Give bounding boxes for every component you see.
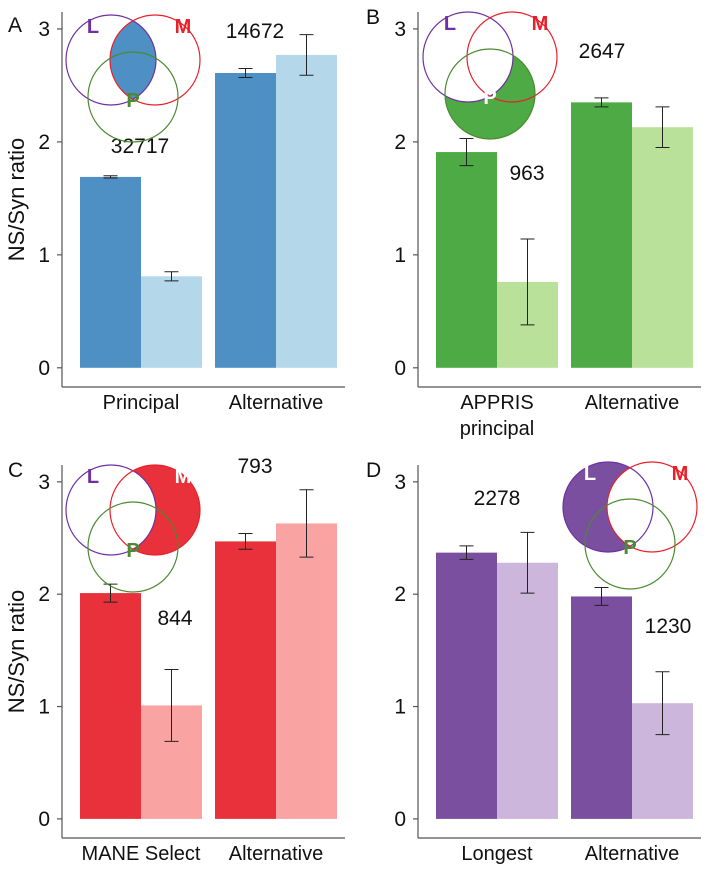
y-tick-label: 3: [38, 471, 50, 494]
x-tick-label: Alternative: [584, 843, 680, 865]
bar: [276, 523, 337, 819]
y-tick-label: 1: [38, 696, 50, 719]
count-label: 793: [237, 455, 272, 478]
error-bar: [299, 489, 314, 558]
venn-circle: [422, 11, 514, 103]
bar: [276, 54, 337, 368]
venn-circle: [87, 51, 179, 143]
count-label: 1230: [645, 615, 692, 638]
error-bar: [103, 583, 118, 603]
x-tick-label: Alternative: [228, 843, 324, 865]
x-tick-label: MANE Select: [81, 843, 201, 865]
venn-circle: [65, 14, 157, 106]
bar: [632, 127, 693, 368]
error-bar: [238, 67, 253, 79]
y-tick-label: 1: [38, 244, 50, 267]
venn-circle: [87, 501, 179, 593]
x-tick-label: Longest: [461, 843, 533, 865]
venn-label: L: [584, 463, 596, 485]
error-bar: [103, 175, 118, 179]
count-label: 2278: [474, 487, 521, 510]
panel-label: C: [8, 459, 23, 482]
venn-circle: [444, 48, 536, 140]
count-label: 844: [157, 607, 192, 630]
error-bar: [238, 533, 253, 550]
venn-highlight: [110, 465, 200, 555]
panel-label: A: [8, 14, 22, 37]
venn-circle: [584, 498, 676, 590]
bar: [497, 562, 558, 819]
venn-circle: [466, 11, 558, 103]
venn-circle: [606, 461, 698, 553]
error-bar: [594, 586, 609, 606]
y-tick-label: 1: [394, 244, 406, 267]
count-label: 32717: [111, 135, 169, 158]
y-tick-label: 3: [394, 471, 406, 494]
count-label: 2647: [579, 40, 626, 63]
bar: [571, 102, 632, 368]
venn-label: M: [532, 13, 549, 35]
panel-label: B: [366, 6, 380, 29]
y-tick-label: 0: [394, 357, 406, 380]
venn-circle: [562, 461, 654, 553]
error-bar: [459, 545, 474, 560]
y-tick-label: 3: [38, 18, 50, 41]
venn-label: L: [87, 466, 99, 488]
error-bar: [164, 271, 179, 282]
venn-label: L: [444, 13, 456, 35]
error-bar: [655, 671, 670, 736]
y-axis-label: NS/Syn ratio: [4, 590, 29, 714]
venn-label: M: [672, 463, 689, 485]
bar: [80, 593, 141, 819]
venn-highlight: [110, 15, 156, 105]
error-bar: [655, 106, 670, 149]
error-bar: [164, 668, 179, 742]
error-bar: [299, 34, 314, 76]
y-tick-label: 0: [394, 808, 406, 831]
y-tick-label: 0: [38, 808, 50, 831]
venn-label: P: [126, 540, 139, 562]
y-tick-label: 2: [394, 131, 406, 154]
venn-label: M: [175, 466, 192, 488]
x-tick-label: Principal: [102, 392, 180, 414]
y-axis-label: NS/Syn ratio: [4, 138, 29, 262]
bar: [141, 276, 202, 368]
y-tick-label: 0: [38, 357, 50, 380]
venn-label: P: [483, 87, 496, 109]
panel-label: D: [366, 459, 381, 482]
venn-label: P: [126, 90, 139, 112]
y-tick-label: 1: [394, 696, 406, 719]
error-bar: [459, 138, 474, 167]
error-bar: [520, 238, 535, 326]
bar: [80, 176, 141, 368]
bar: [436, 152, 497, 368]
venn-circle: [109, 14, 201, 106]
venn-circle: [109, 464, 201, 556]
x-tick-label: Alternative: [584, 392, 680, 414]
bar: [436, 552, 497, 819]
bar: [571, 596, 632, 819]
count-label: 14672: [226, 20, 284, 43]
venn-highlight: [445, 49, 535, 139]
error-bar: [594, 97, 609, 108]
venn-label: P: [623, 537, 636, 559]
venn-highlight: [563, 462, 653, 552]
bar: [215, 541, 276, 819]
y-tick-label: 3: [394, 18, 406, 41]
x-tick-label: Alternative: [228, 392, 324, 414]
y-tick-label: 2: [38, 583, 50, 606]
venn-label: L: [87, 16, 99, 38]
count-label: 963: [509, 162, 544, 185]
y-tick-label: 2: [38, 131, 50, 154]
bar: [215, 72, 276, 368]
venn-label: M: [175, 16, 192, 38]
venn-circle: [65, 464, 157, 556]
y-tick-label: 2: [394, 583, 406, 606]
error-bar: [520, 531, 535, 594]
x-tick-label: APPRIS principal: [459, 392, 535, 440]
